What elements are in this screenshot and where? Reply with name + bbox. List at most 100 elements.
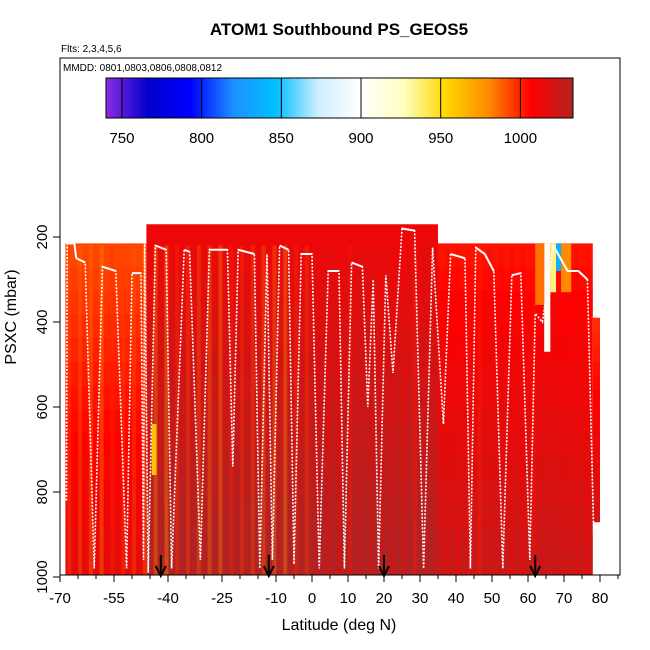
profile-level-segment [183,248,190,253]
x-tick-label: 10 [340,590,357,607]
heatmap-streak [240,245,244,575]
dates-subtitle: MMDD: 0801,0803,0806,0808,0812 [63,63,222,74]
plot-area [65,224,600,576]
heatmap-cell [438,527,593,552]
heatmap-cell [592,390,600,406]
y-tick-label: 400 [34,309,51,334]
heatmap-patch [556,243,562,271]
profile-level-segment [511,272,522,277]
heatmap-patch [550,243,557,293]
profile-level-segment [450,253,466,260]
flight-profile [65,227,596,573]
profile-level-segment [155,244,167,251]
profile-level-segment [351,261,363,268]
heatmap-streak [510,245,514,575]
arrow-head [262,565,275,579]
heatmap-streak [207,245,212,575]
colorbar-tick-label: 750 [109,130,134,147]
x-tick-label: 50 [484,590,501,607]
colorbar-tick-label: 800 [189,130,214,147]
x-tick-label: -55 [103,590,125,607]
x-tick-label: -40 [157,590,179,607]
heatmap-cell [65,385,147,410]
heatmap-streak [283,245,288,575]
heatmap-cell [592,376,600,392]
heatmap-streak [412,245,417,575]
heatmap-cell [65,361,147,386]
heatmap-cell [592,332,600,348]
profile-level-segment [577,270,589,281]
profile-level-segment [237,248,255,255]
profile-level-segment [279,244,290,251]
x-tick-label: 60 [520,590,537,607]
heatmap-cell [146,224,438,250]
heatmap-streak [110,245,115,575]
chart-title: ATOM1 Southbound PS_GEOS5 [210,20,468,39]
heatmap-cell [438,290,593,315]
profile-level-segment [401,227,415,232]
heatmap-streak [121,245,126,575]
heatmap-streak [304,245,309,575]
y-tick-label: 1000 [34,560,51,593]
profile-level-segment [475,246,486,255]
heatmap-streak [553,245,558,575]
y-axis-label: PSXC (mbar) [3,269,20,364]
profile-level-segment [75,257,86,264]
x-tick-label: 80 [592,590,609,607]
x-tick-label: 20 [376,590,393,607]
heatmap-cell [592,317,600,333]
profile-level-segment [552,245,569,272]
colorbar-gradient [105,77,574,119]
colorbar: 750 800 850 900 950 1000 [105,77,574,147]
heatmap-cell [146,549,438,576]
y-tick-label: 200 [34,224,51,249]
heatmap-streak [261,245,266,575]
x-tick-label: -10 [265,590,287,607]
flights-subtitle: Flts: 2,3,4,5,6 [61,44,122,55]
heatmap-streak [564,245,568,575]
heatmap-cell [65,456,147,481]
heatmap-streak [337,245,342,575]
colorbar-tick-label: 1000 [504,130,537,147]
heatmap-streak [423,245,428,575]
heatmap-cell [438,503,593,529]
heatmap-cell [592,507,600,523]
heatmap-streak [358,245,363,575]
heatmap-streak [326,245,331,575]
heatmap-streak [196,245,201,575]
heatmap-patch [535,243,545,305]
heatmap-streak [466,245,471,575]
heatmap-streak [434,245,439,575]
heatmap-cell [65,267,147,292]
heatmap-streak [369,245,374,575]
x-axis: -70 -55 -40 -25 -10 0 10 20 30 40 50 60 70 80 [49,575,619,607]
heatmap-cell [438,480,593,505]
heatmap-streak [445,245,450,575]
y-tick-label: 800 [34,479,51,504]
heatmap-cell [146,349,438,376]
y-axis: 200 400 600 800 1000 [34,224,60,594]
x-tick-label: 70 [556,590,573,607]
arrow-head [154,565,167,579]
plot-frame [59,57,621,576]
x-tick-label: -25 [211,590,233,607]
y-tick-label: 600 [34,394,51,419]
heatmap-cell [146,249,438,275]
profile-level-segment [102,265,117,272]
colorbar-tick-label: 850 [269,130,294,147]
heatmap-streak [294,245,298,575]
heatmap-streak [153,245,158,575]
heatmap-cell [592,419,600,435]
heatmap-streak [348,245,352,575]
heatmap-streak [250,245,255,575]
heatmap-streak [574,245,579,575]
heatmap-cell [65,338,147,363]
heatmap-streak [67,245,72,575]
heatmap-cell [438,456,593,481]
heatmap-cell [438,385,593,410]
heatmap-streak [477,245,482,575]
heatmap-patch [544,243,551,352]
heatmap-cell [438,361,593,386]
x-tick-label: 30 [412,590,429,607]
heatmap-cell [592,346,600,362]
